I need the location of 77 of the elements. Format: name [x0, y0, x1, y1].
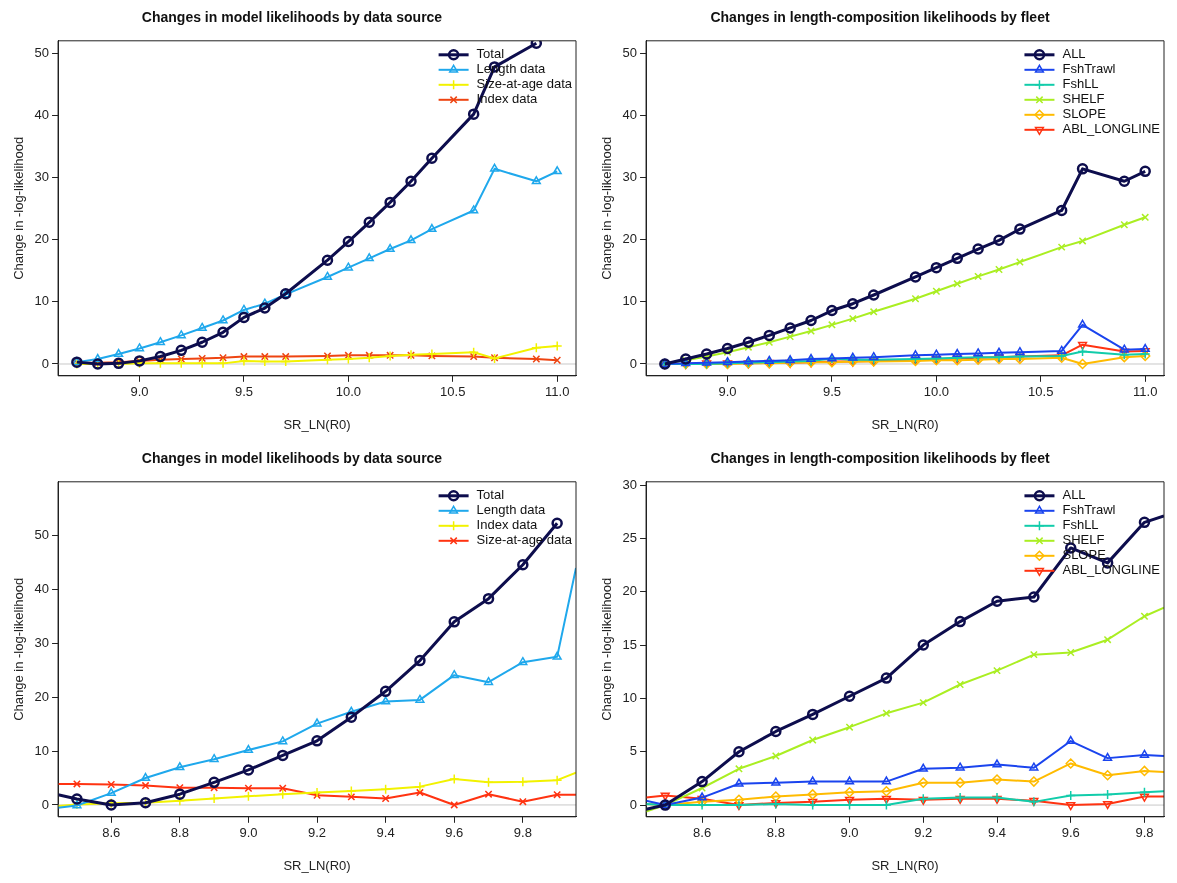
- y-tick-label: 0: [41, 796, 50, 812]
- y-tick-label: 30: [622, 169, 638, 185]
- y-tick-label: 20: [34, 231, 50, 247]
- x-tick-label: 9.6: [1061, 825, 1080, 841]
- legend-label: SHELF: [1062, 91, 1105, 107]
- x-tick-label: 9.5: [822, 384, 841, 400]
- legend-label: Length data: [476, 502, 547, 518]
- legend-label: ABL_LONGLINE: [1062, 121, 1161, 137]
- chart-title: Changes in model likelihoods by data source: [141, 9, 443, 26]
- x-tick-label: 11.0: [545, 384, 570, 400]
- y-tick-label: 25: [622, 529, 638, 545]
- x-tick-label: 9.0: [130, 384, 149, 400]
- x-tick-label: 10.5: [440, 384, 466, 400]
- legend-label: FshTrawl: [1062, 61, 1116, 77]
- chart-title: Changes in length-composition likelihoods by fleet: [710, 9, 1050, 26]
- legend-label: SLOPE: [1062, 106, 1107, 122]
- y-tick-label: 40: [34, 581, 50, 597]
- y-tick-label: 20: [622, 231, 638, 247]
- x-tick-label: 9.8: [1135, 825, 1154, 841]
- x-axis-title: SR_LN(R0): [283, 416, 351, 432]
- legend-label: FshLL: [1062, 76, 1099, 92]
- legend-label: SHELF: [1062, 532, 1105, 548]
- legend-label: ALL: [1062, 46, 1086, 62]
- legend-label: FshLL: [1062, 517, 1099, 533]
- x-tick-label: 9.8: [513, 825, 532, 841]
- y-tick-label: 20: [622, 583, 638, 599]
- x-axis-title: SR_LN(R0): [871, 416, 939, 432]
- y-tick-label: 0: [629, 796, 638, 812]
- y-axis-title: Change in -log-likelihood: [11, 577, 27, 721]
- legend-label: ABL_LONGLINE: [1062, 562, 1161, 578]
- x-axis-title: SR_LN(R0): [283, 857, 351, 873]
- legend-label: Index data: [476, 517, 539, 533]
- y-tick-label: 10: [34, 293, 50, 309]
- legend-label: Size-at-age data: [476, 532, 573, 548]
- x-tick-label: 9.6: [445, 825, 464, 841]
- y-tick-label: 15: [622, 636, 638, 652]
- x-tick-label: 8.6: [693, 825, 712, 841]
- y-tick-label: 40: [34, 106, 50, 122]
- legend-label: FshTrawl: [1062, 502, 1116, 518]
- y-axis-title: Change in -log-likelihood: [11, 136, 27, 280]
- x-tick-label: 8.8: [766, 825, 785, 841]
- y-tick-label: 10: [622, 293, 638, 309]
- x-axis-title: SR_LN(R0): [871, 857, 939, 873]
- x-tick-label: 9.2: [307, 825, 327, 841]
- y-tick-label: 0: [629, 355, 638, 371]
- legend-label: Total: [476, 487, 505, 503]
- x-tick-label: 10.5: [1028, 384, 1054, 400]
- x-tick-label: 9.4: [987, 825, 1007, 841]
- y-tick-label: 30: [34, 634, 50, 650]
- x-tick-label: 10.0: [335, 384, 362, 400]
- y-tick-label: 5: [629, 743, 638, 759]
- x-tick-label: 9.2: [914, 825, 933, 841]
- x-tick-label: 9.0: [840, 825, 859, 841]
- y-tick-label: 50: [34, 527, 50, 543]
- x-tick-label: 8.8: [170, 825, 189, 841]
- chart-title: Changes in model likelihoods by data source: [141, 450, 443, 467]
- y-tick-label: 0: [41, 355, 50, 371]
- x-tick-label: 8.6: [102, 825, 121, 841]
- y-tick-label: 10: [34, 742, 50, 758]
- y-tick-label: 40: [622, 106, 638, 122]
- legend-label: ALL: [1062, 487, 1086, 503]
- y-axis-title: Change in -log-likelihood: [599, 577, 615, 721]
- x-tick-label: 10.0: [923, 384, 950, 400]
- y-axis-title: Change in -log-likelihood: [599, 136, 615, 280]
- x-tick-label: 9.0: [239, 825, 258, 841]
- x-tick-label: 9.4: [376, 825, 395, 841]
- y-tick-label: 30: [622, 476, 638, 492]
- x-tick-label: 9.5: [234, 384, 253, 400]
- legend-label: Total: [476, 46, 505, 62]
- y-tick-label: 10: [622, 689, 638, 705]
- y-tick-label: 20: [34, 688, 50, 704]
- y-tick-label: 50: [622, 44, 638, 60]
- chart-title: Changes in length-composition likelihoods by fleet: [710, 450, 1050, 467]
- y-tick-label: 50: [34, 44, 50, 60]
- y-tick-label: 30: [34, 169, 50, 185]
- x-tick-label: 9.0: [718, 384, 737, 400]
- x-tick-label: 11.0: [1133, 384, 1158, 400]
